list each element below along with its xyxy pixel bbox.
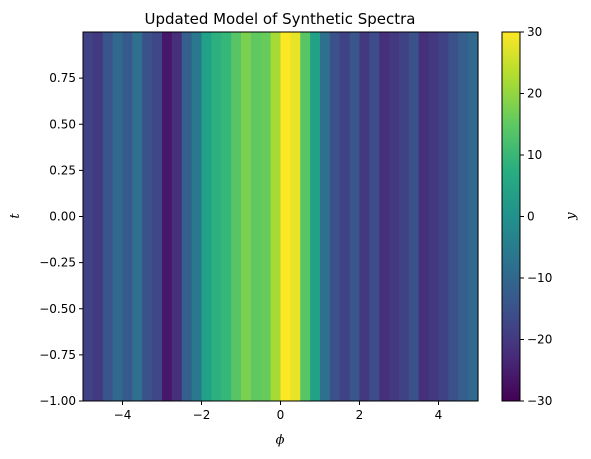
heatmap-column bbox=[201, 32, 212, 401]
heatmap-column bbox=[191, 32, 203, 401]
heatmap-column bbox=[408, 32, 420, 401]
y-tick-label: −1.00 bbox=[39, 394, 76, 408]
heatmap-column bbox=[399, 32, 410, 401]
heatmap-column bbox=[468, 32, 479, 401]
x-axis-label: ϕ bbox=[276, 433, 285, 448]
heatmap-column bbox=[83, 32, 94, 401]
colorbar bbox=[501, 31, 521, 402]
heatmap-column bbox=[250, 32, 262, 401]
heatmap-column bbox=[241, 32, 252, 401]
heatmap-column bbox=[112, 32, 124, 401]
heatmap-column bbox=[329, 32, 341, 401]
heatmap-column bbox=[270, 32, 282, 401]
y-axis: −1.00 −0.75 −0.50 −0.25 0.00 0.25 0.50 0.75 bbox=[39, 71, 83, 408]
heatmap-column bbox=[458, 32, 469, 401]
plot-area bbox=[83, 32, 479, 401]
heatmap-column bbox=[389, 32, 400, 401]
y-tick-label: −0.25 bbox=[39, 256, 76, 270]
heatmap-column bbox=[428, 32, 440, 401]
heatmap-column bbox=[221, 32, 232, 401]
x-axis: −4 −2 0 2 4 bbox=[114, 401, 443, 422]
y-tick-label: −0.75 bbox=[39, 348, 76, 362]
y-tick-label: 0.50 bbox=[49, 117, 76, 131]
y-tick-label: −0.50 bbox=[39, 302, 76, 316]
heatmap-column bbox=[102, 32, 114, 401]
chart-title: Updated Model of Synthetic Spectra bbox=[145, 10, 416, 28]
heatmap-column bbox=[418, 32, 430, 401]
x-tick-label: −2 bbox=[193, 408, 211, 422]
heatmap-column bbox=[92, 32, 104, 401]
x-tick-label: 4 bbox=[435, 408, 443, 422]
y-tick-label: 0.75 bbox=[49, 71, 76, 85]
heatmap-column bbox=[211, 32, 222, 401]
heatmap-column bbox=[231, 32, 242, 401]
colorbar-tick-label: −30 bbox=[527, 394, 552, 408]
heatmap-column bbox=[260, 32, 272, 401]
heatmap-column bbox=[448, 32, 459, 401]
colorbar-tick-label: −20 bbox=[527, 333, 552, 347]
heatmap-column bbox=[162, 32, 173, 401]
heatmap-column bbox=[339, 32, 351, 401]
y-axis-label: t bbox=[8, 213, 23, 219]
x-tick-label: 2 bbox=[356, 408, 364, 422]
heatmap-column bbox=[152, 32, 163, 401]
heatmap-column bbox=[310, 32, 321, 401]
colorbar-tick-label: 30 bbox=[527, 25, 542, 39]
heatmap-column bbox=[438, 32, 449, 401]
x-tick-label: −4 bbox=[114, 408, 132, 422]
heatmap-column bbox=[290, 32, 301, 401]
heatmap-column bbox=[280, 32, 291, 401]
heatmap-column bbox=[171, 32, 183, 401]
colorbar-tick-label: 0 bbox=[527, 210, 535, 224]
colorbar-tick-label: −10 bbox=[527, 271, 552, 285]
x-tick-label: 0 bbox=[277, 408, 285, 422]
colorbar-tick-label: 10 bbox=[527, 148, 542, 162]
y-tick-label: 0.25 bbox=[49, 163, 76, 177]
heatmap-column bbox=[379, 32, 390, 401]
heatmap-column bbox=[122, 32, 133, 401]
heatmap-column bbox=[300, 32, 311, 401]
heatmap-column bbox=[349, 32, 361, 401]
y-tick-label: 0.00 bbox=[49, 210, 76, 224]
heatmap-column bbox=[369, 32, 380, 401]
colorbar-tick-label: 20 bbox=[527, 87, 542, 101]
heatmap-column bbox=[320, 32, 331, 401]
heatmap-column bbox=[142, 32, 153, 401]
heatmap-column bbox=[181, 32, 193, 401]
colorbar-label: y bbox=[564, 212, 579, 221]
heatmap-column bbox=[132, 32, 143, 401]
heatmap-column bbox=[359, 32, 370, 401]
colorbar-axis: −30 −20 −10 0 10 20 30 bbox=[520, 25, 552, 408]
